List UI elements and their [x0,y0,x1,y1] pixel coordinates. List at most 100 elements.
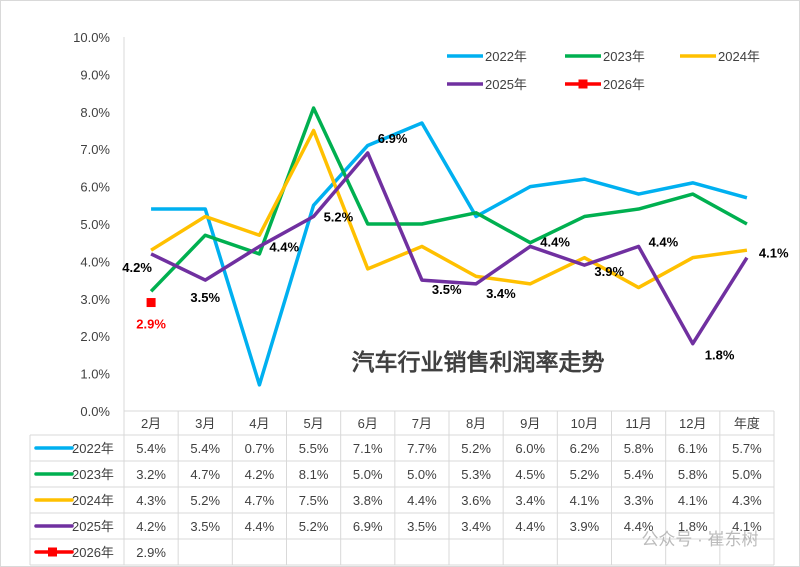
table-cell: 7.5% [299,493,329,508]
data-label: 4.2% [122,260,152,275]
data-label: 4.4% [649,234,679,249]
y-tick-label: 2.0% [80,329,110,344]
data-label: 2.9% [136,317,166,332]
data-point-marker [146,298,156,308]
table-legend-marker [48,547,57,557]
table-cell: 0.7% [245,441,275,456]
table-series-name: 2026年 [72,545,114,560]
y-tick-label: 10.0% [73,30,110,45]
table-cell: 3.2% [136,467,166,482]
legend-item-2025年[interactable]: 2025年 [447,77,527,92]
table-cell: 6.1% [678,441,708,456]
table-cell: 1.8% [678,519,708,534]
legend-item-2022年[interactable]: 2022年 [447,49,527,64]
data-label: 5.2% [324,210,354,225]
table-cell: 4.3% [732,493,762,508]
table-cell: 4.3% [136,493,166,508]
table-cell: 5.4% [190,441,220,456]
x-category-label: 9月 [520,416,540,431]
table-series-name: 2022年 [72,441,114,456]
table-cell: 4.2% [136,519,166,534]
table-cell: 7.1% [353,441,383,456]
y-tick-label: 6.0% [80,180,110,195]
data-label: 3.9% [594,264,624,279]
data-label: 3.5% [190,290,220,305]
watermark: 公众号 · 崔东树 [641,530,758,549]
series-line-2024年 [150,128,748,290]
y-tick-label: 3.0% [80,292,110,307]
table-cell: 6.0% [515,441,545,456]
y-tick-label: 9.0% [80,67,110,82]
data-label: 4.4% [540,234,570,249]
series-line-2025年 [150,151,749,346]
x-category-label: 7月 [412,416,432,431]
legend-label: 2024年 [718,49,760,64]
table-cell: 4.1% [678,493,708,508]
table-cell: 5.7% [732,441,762,456]
table-cell: 5.3% [461,467,491,482]
table-series-name: 2025年 [72,519,114,534]
table-cell: 4.1% [570,493,600,508]
y-tick-label: 7.0% [80,142,110,157]
x-category-label: 10月 [571,416,598,431]
y-tick-label: 0.0% [80,404,110,419]
x-category-label: 年度 [734,416,760,431]
table-cell: 5.2% [461,441,491,456]
table-cell: 7.7% [407,441,437,456]
table-cell: 4.4% [245,519,275,534]
table-cell: 4.7% [190,467,220,482]
table-cell: 3.6% [461,493,491,508]
legend-item-2026年[interactable]: 2026年 [565,77,645,92]
table-cell: 5.5% [299,441,329,456]
x-category-label: 4月 [249,416,269,431]
x-category-label: 3月 [195,416,215,431]
table-cell: 6.2% [570,441,600,456]
x-category-label: 12月 [679,416,706,431]
x-category-label: 6月 [358,416,378,431]
table-cell: 5.0% [732,467,762,482]
series-line-2022年 [151,121,748,387]
table-cell: 5.4% [624,467,654,482]
legend-label: 2022年 [485,49,527,64]
x-category-label: 8月 [466,416,486,431]
table-cell: 3.8% [353,493,383,508]
table-series-name: 2023年 [72,467,114,482]
y-tick-label: 5.0% [80,217,110,232]
x-category-label: 5月 [303,416,323,431]
table-cell: 3.5% [190,519,220,534]
table-series-name: 2024年 [72,493,114,508]
table-cell: 3.9% [570,519,600,534]
table-cell: 5.4% [136,441,166,456]
table-cell: 4.4% [624,519,654,534]
table-cell: 6.9% [353,519,383,534]
table-cell: 4.5% [515,467,545,482]
data-label: 1.8% [705,348,735,363]
table-cell: 5.2% [299,519,329,534]
table-cell: 5.0% [353,467,383,482]
table-cell: 5.8% [678,467,708,482]
legend-label: 2026年 [603,77,645,92]
data-label: 4.1% [759,246,789,261]
table-cell: 5.8% [624,441,654,456]
legend-label: 2023年 [603,49,645,64]
legend-item-2023年[interactable]: 2023年 [565,49,645,64]
y-tick-label: 4.0% [80,254,110,269]
table-cell: 5.0% [407,467,437,482]
x-category-label: 11月 [625,416,652,431]
y-tick-label: 8.0% [80,105,110,120]
legend-marker [578,79,588,89]
data-label: 3.5% [432,282,462,297]
table-cell: 4.4% [515,519,545,534]
table-cell: 4.7% [245,493,275,508]
data-label: 6.9% [378,131,408,146]
legend-label: 2025年 [485,77,527,92]
table-cell: 2.9% [136,545,166,560]
x-category-label: 2月 [141,416,161,431]
table-cell: 8.1% [299,467,329,482]
table-cell: 4.4% [407,493,437,508]
table-cell: 3.4% [461,519,491,534]
legend-item-2024年[interactable]: 2024年 [680,49,760,64]
y-tick-label: 1.0% [80,367,110,382]
